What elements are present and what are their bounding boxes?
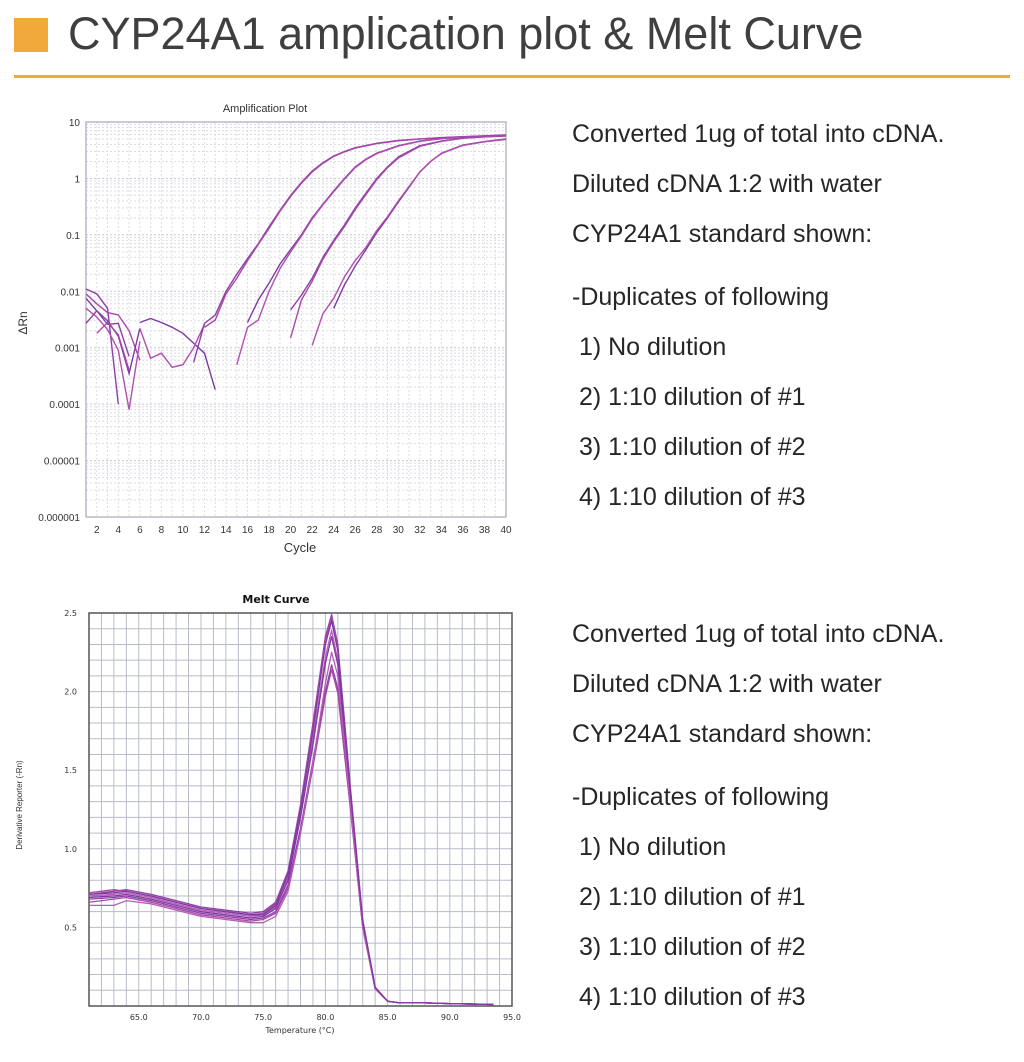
y-tick-label: 1 <box>74 174 80 185</box>
note-line: Diluted cDNA 1:2 with water <box>572 670 882 698</box>
amplification-curve <box>311 138 507 346</box>
title-underline <box>14 75 1010 78</box>
y-tick-label: 0.5 <box>64 923 77 932</box>
note-line: CYP24A1 standard shown: <box>572 720 873 748</box>
y-tick-label: 2.5 <box>64 609 77 618</box>
note-line: 1) No dilution <box>572 333 727 361</box>
y-tick-label: 0.0001 <box>49 400 80 411</box>
x-tick-label: 28 <box>371 525 383 536</box>
note-line: 1) No dilution <box>572 833 727 861</box>
x-tick-label: 30 <box>393 525 405 536</box>
amplification-curve <box>139 324 206 369</box>
x-tick-label: 4 <box>116 525 122 536</box>
melt-curve-line <box>88 668 494 1006</box>
slide-title: CYP24A1 amplication plot & Melt Curve <box>68 8 864 59</box>
x-tick-label: 2 <box>94 525 100 536</box>
x-axis-label: Cycle <box>284 540 317 555</box>
x-tick-label: 8 <box>159 525 165 536</box>
note-line: 2) 1:10 dilution of #1 <box>572 383 806 411</box>
note-line: Diluted cDNA 1:2 with water <box>572 170 882 198</box>
note-line: 3) 1:10 dilution of #2 <box>572 433 806 461</box>
melt-curve-chart: 0.5 1.0 1.5 2.0 2.5 65.0 70.0 75.0 80.0 85.0 90.0 9… <box>15 593 521 1035</box>
y-tick-label: 10 <box>69 118 81 129</box>
amplification-curve <box>289 135 507 338</box>
amplification-curve <box>204 134 507 328</box>
note-line: Converted 1ug of total into cDNA. <box>572 120 945 148</box>
note-line: -Duplicates of following <box>572 783 830 811</box>
x-tick-label: 70.0 <box>192 1013 210 1022</box>
chart-title: Amplification Plot <box>223 103 307 115</box>
y-tick-label: 0.001 <box>55 344 80 355</box>
y-tick-label: 0.1 <box>66 231 80 242</box>
x-tick-label: 85.0 <box>379 1013 397 1022</box>
amplification-curve <box>96 321 130 371</box>
x-tick-label: 65.0 <box>130 1013 148 1022</box>
plot-frame <box>88 612 513 1007</box>
note-line: 4) 1:10 dilution of #3 <box>572 483 806 511</box>
chart-title: Melt Curve <box>242 593 309 606</box>
x-tick-label: 16 <box>242 525 254 536</box>
plot-frame <box>85 121 507 518</box>
amplification-curve <box>85 293 141 361</box>
x-tick-label: 6 <box>137 525 143 536</box>
note-line: Converted 1ug of total into cDNA. <box>572 620 945 648</box>
amplification-curve <box>236 134 507 365</box>
x-tick-label: 36 <box>457 525 469 536</box>
x-tick-label: 32 <box>414 525 426 536</box>
amplification-curve <box>85 288 120 405</box>
x-tick-label: 90.0 <box>441 1013 459 1022</box>
y-tick-label: 1.5 <box>64 766 77 775</box>
amplification-curve <box>139 317 216 390</box>
x-tick-label: 18 <box>264 525 276 536</box>
note-line: 3) 1:10 dilution of #2 <box>572 933 806 961</box>
y-tick-label: 0.000001 <box>38 513 80 524</box>
melt-curve-line <box>88 664 494 1006</box>
title-accent-square <box>14 18 48 52</box>
x-tick-label: 40 <box>500 525 512 536</box>
x-tick-label: 38 <box>479 525 491 536</box>
y-tick-label: 0.00001 <box>44 457 81 468</box>
note-line: -Duplicates of following <box>572 283 830 311</box>
x-tick-label: 20 <box>285 525 297 536</box>
amplification-curve <box>85 307 141 410</box>
note-line: 4) 1:10 dilution of #3 <box>572 983 806 1011</box>
amplification-curve <box>85 309 130 357</box>
x-tick-label: 95.0 <box>503 1013 521 1022</box>
x-tick-label: 26 <box>350 525 362 536</box>
y-tick-label: 1.0 <box>64 845 77 854</box>
x-tick-label: 12 <box>199 525 211 536</box>
x-tick-label: 80.0 <box>316 1013 334 1022</box>
note-line: 2) 1:10 dilution of #1 <box>572 883 806 911</box>
x-tick-label: 24 <box>328 525 340 536</box>
y-tick-label: 0.01 <box>61 287 81 298</box>
x-tick-label: 10 <box>177 525 189 536</box>
x-tick-label: 75.0 <box>254 1013 272 1022</box>
x-tick-label: 34 <box>436 525 448 536</box>
x-tick-label: 14 <box>220 525 232 536</box>
melt-curve-line <box>88 613 494 1006</box>
note-line: CYP24A1 standard shown: <box>572 220 873 248</box>
y-axis-label: ΔRn <box>16 311 30 334</box>
melt-curve-line <box>89 651 494 1006</box>
x-tick-label: 22 <box>307 525 319 536</box>
y-tick-label: 2.0 <box>64 688 77 697</box>
melt-curve-line <box>88 620 494 1006</box>
x-axis-label: Temperature (°C) <box>264 1026 334 1035</box>
y-axis-label: Derivative Reporter (-Rn) <box>15 760 24 850</box>
